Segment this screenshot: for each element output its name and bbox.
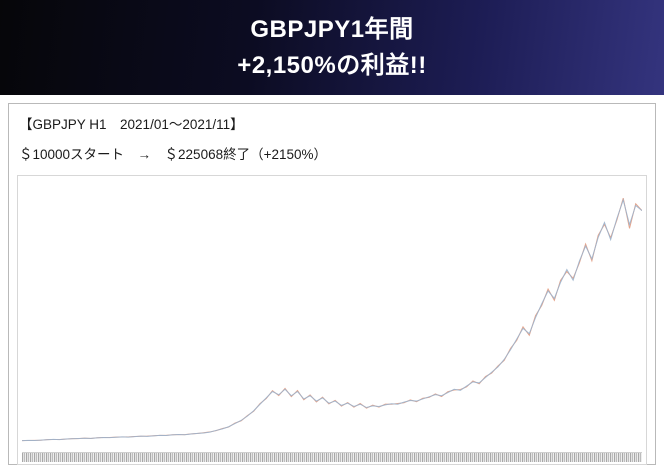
report-title: 【GBPJPY H1 2021/01〜2021/11】	[19, 117, 244, 132]
chart-canvas	[22, 184, 642, 451]
equity-curve-chart	[17, 175, 647, 465]
banner: GBPJPY1年間 +2,150%の利益!!	[0, 0, 664, 95]
banner-title-line1: GBPJPY1年間	[250, 16, 414, 44]
banner-title-line2: +2,150%の利益!!	[237, 51, 427, 79]
report-panel: 【GBPJPY H1 2021/01〜2021/11】 ＄10000スタート →…	[8, 103, 656, 465]
report-summary: ＄10000スタート → ＄225068終了（+2150%）	[19, 147, 328, 162]
x-axis-tick-strip	[22, 452, 642, 462]
